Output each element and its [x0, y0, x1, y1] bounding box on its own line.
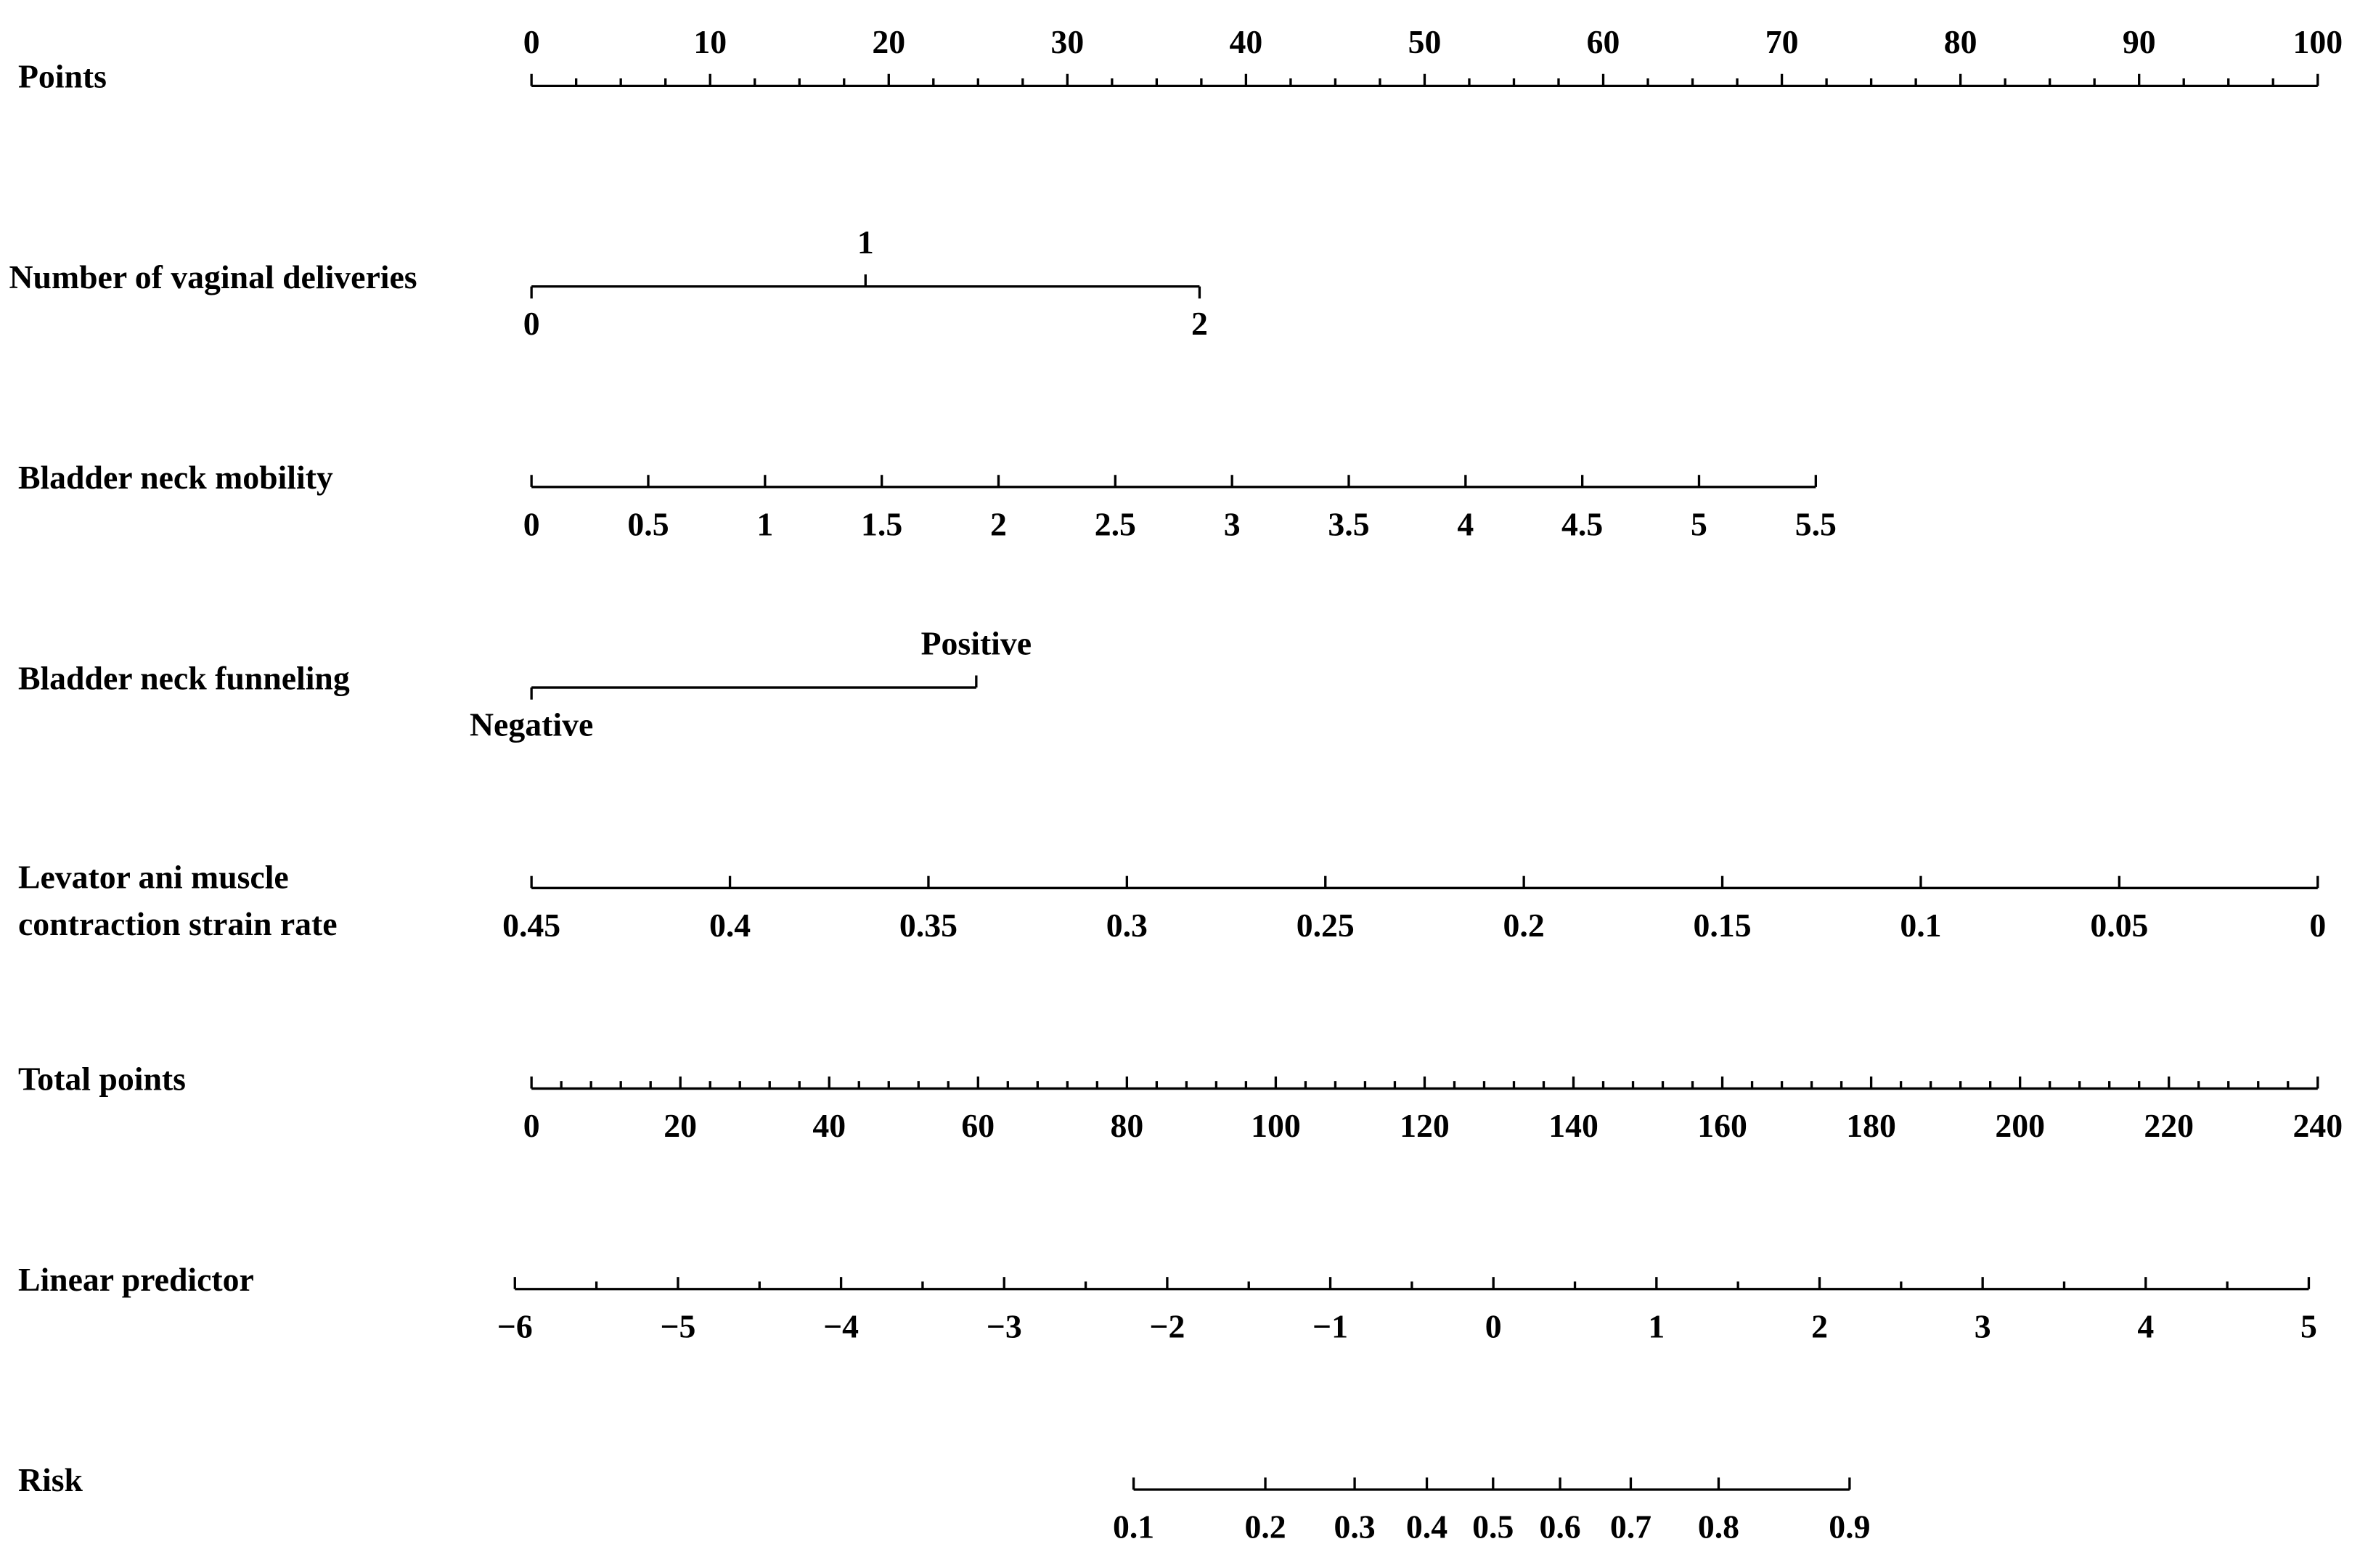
- tick-label: 60: [961, 1107, 995, 1144]
- tick-label: 70: [1765, 23, 1799, 60]
- tick-label: 0.5: [1472, 1508, 1514, 1545]
- tick-label: 40: [1230, 23, 1263, 60]
- tick-label: 0.7: [1610, 1508, 1651, 1545]
- tick-label: 20: [872, 23, 905, 60]
- tick-label: 0: [1485, 1307, 1502, 1344]
- tick-label: 0: [523, 23, 540, 60]
- tick-label: 2: [990, 505, 1007, 542]
- tick-label: 0.9: [1829, 1508, 1870, 1545]
- tick-label: 4.5: [1561, 505, 1603, 542]
- tick-label: 4: [2137, 1307, 2154, 1344]
- tick-label: 5: [1691, 505, 1707, 542]
- scale-label: Bladder neck mobility: [18, 459, 333, 496]
- tick-label: 100: [1251, 1107, 1301, 1144]
- tick-label: 50: [1408, 23, 1442, 60]
- tick-label: 0.2: [1503, 907, 1545, 944]
- tick-label: −4: [823, 1307, 859, 1344]
- scale-label: Bladder neck funneling: [18, 659, 350, 696]
- tick-label: 0.1: [1900, 907, 1941, 944]
- tick-label: 0: [523, 305, 540, 342]
- scale-label: Points: [18, 58, 107, 95]
- tick-label: 120: [1400, 1107, 1450, 1144]
- tick-label: 60: [1587, 23, 1620, 60]
- scale-label: Total points: [18, 1061, 186, 1098]
- tick-label: 0.1: [1113, 1508, 1154, 1545]
- tick-label: 10: [693, 23, 727, 60]
- tick-label: 0.05: [2090, 907, 2148, 944]
- tick-label: 30: [1050, 23, 1084, 60]
- tick-label: 0.3: [1334, 1508, 1375, 1545]
- tick-label: −1: [1312, 1307, 1348, 1344]
- tick-label: 180: [1846, 1107, 1896, 1144]
- tick-label: 0.2: [1244, 1508, 1286, 1545]
- scale-label: contraction strain rate: [18, 905, 338, 942]
- scale-label: Number of vaginal deliveries: [9, 258, 417, 295]
- tick-label: 1: [756, 505, 773, 542]
- tick-label: 220: [2144, 1107, 2194, 1144]
- tick-label: 80: [1944, 23, 1977, 60]
- tick-label: 20: [664, 1107, 697, 1144]
- scale-label: Levator ani muscle: [18, 858, 289, 895]
- tick-label: 0: [523, 1107, 540, 1144]
- tick-label: −5: [660, 1307, 695, 1344]
- tick-label: 0: [523, 505, 540, 542]
- tick-label: 40: [812, 1107, 846, 1144]
- tick-label: 90: [2123, 23, 2156, 60]
- tick-label: Positive: [921, 625, 1032, 662]
- tick-label: 0.45: [502, 907, 560, 944]
- tick-label: 5: [2300, 1307, 2317, 1344]
- tick-label: 0.35: [899, 907, 958, 944]
- tick-label: 0.5: [627, 505, 669, 542]
- tick-label: 240: [2292, 1107, 2343, 1144]
- tick-label: 0.8: [1698, 1508, 1739, 1545]
- tick-label: 0.4: [709, 907, 751, 944]
- tick-label: 2: [1191, 305, 1208, 342]
- tick-label: 1.5: [861, 505, 902, 542]
- tick-label: 3: [1975, 1307, 1991, 1344]
- tick-label: 3: [1224, 505, 1241, 542]
- tick-label: 140: [1548, 1107, 1598, 1144]
- tick-label: 5.5: [1795, 505, 1837, 542]
- scale-label: Linear predictor: [18, 1261, 254, 1298]
- tick-label: 160: [1697, 1107, 1747, 1144]
- tick-label: 100: [2292, 23, 2343, 60]
- tick-label: 0.6: [1539, 1508, 1580, 1545]
- tick-label: 3.5: [1328, 505, 1369, 542]
- tick-label: 1: [1648, 1307, 1665, 1344]
- scale-label: Risk: [18, 1461, 83, 1498]
- tick-label: −3: [987, 1307, 1022, 1344]
- tick-label: 0.4: [1406, 1508, 1448, 1545]
- tick-label: 200: [1995, 1107, 2045, 1144]
- tick-label: 1: [857, 224, 874, 261]
- tick-label: −6: [497, 1307, 533, 1344]
- tick-label: 2: [1811, 1307, 1828, 1344]
- tick-label: −2: [1149, 1307, 1185, 1344]
- tick-label: Negative: [470, 706, 593, 743]
- tick-label: 0.25: [1297, 907, 1355, 944]
- tick-label: 0.3: [1106, 907, 1148, 944]
- tick-label: 4: [1457, 505, 1474, 542]
- tick-label: 2.5: [1095, 505, 1136, 542]
- tick-label: 0.15: [1694, 907, 1752, 944]
- tick-label: 80: [1110, 1107, 1143, 1144]
- tick-label: 0: [2309, 907, 2326, 944]
